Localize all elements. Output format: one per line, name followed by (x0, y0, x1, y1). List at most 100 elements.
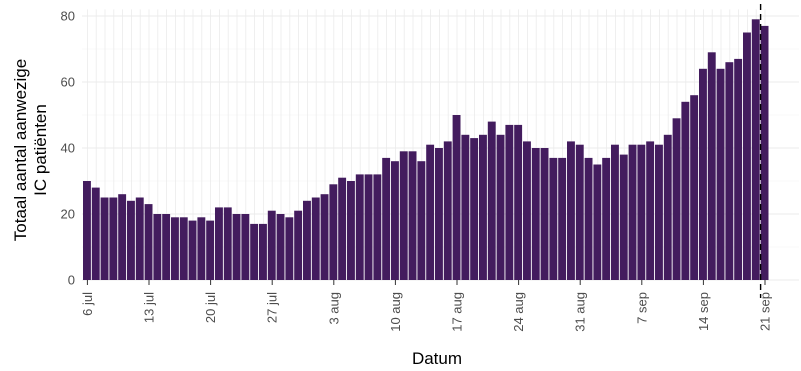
bar (602, 157, 611, 280)
bar (215, 207, 223, 280)
x-tick-label: 10 aug (388, 292, 403, 332)
bar (725, 62, 734, 281)
bar (584, 157, 593, 280)
bar (690, 95, 699, 280)
bar (250, 223, 259, 280)
bar (206, 220, 215, 280)
bar (743, 32, 751, 280)
x-tick-label: 14 sep (696, 292, 711, 331)
bar (487, 121, 496, 280)
y-tick-label: 60 (61, 75, 75, 90)
bar (619, 154, 628, 280)
bar (663, 134, 672, 280)
bar (364, 174, 373, 280)
bar (373, 174, 382, 280)
x-tick-label: 31 aug (573, 292, 588, 332)
x-tick-label: 21 sep (758, 292, 773, 331)
bar (223, 207, 232, 280)
bar (716, 68, 725, 280)
bar (567, 141, 575, 280)
bar (179, 217, 188, 280)
bar (408, 151, 417, 280)
bar (452, 115, 461, 280)
bar (575, 144, 584, 280)
bar (100, 197, 109, 280)
bar (637, 144, 646, 280)
bar (426, 144, 435, 280)
x-axis-ticks: 6 jul 13 jul 20 jul 27 jul 3 aug 10 aug 17 aug… (80, 280, 773, 332)
bar (311, 197, 320, 280)
bar (391, 161, 399, 280)
x-tick-label: 13 jul (142, 292, 157, 323)
x-tick-label: 27 jul (265, 292, 280, 323)
bar (628, 144, 637, 280)
bar (267, 210, 276, 280)
x-tick-label: 20 jul (203, 292, 218, 323)
bar (320, 194, 329, 280)
bar (127, 200, 135, 280)
y-axis-ticks: 0 20 40 60 80 (61, 9, 75, 288)
x-tick-label: 3 aug (326, 292, 341, 325)
bar (109, 197, 118, 280)
bar (699, 68, 707, 280)
y-tick-label: 20 (61, 207, 75, 222)
bar (162, 214, 171, 280)
bar (751, 19, 760, 281)
bar (232, 214, 241, 280)
bar (523, 141, 531, 280)
bar (259, 223, 267, 280)
bar (91, 187, 100, 280)
bar (399, 151, 408, 280)
bar (83, 181, 91, 280)
bar (118, 194, 127, 280)
bar (760, 25, 769, 281)
bar (514, 124, 523, 281)
bar (382, 157, 391, 280)
bar (496, 134, 505, 280)
bar (355, 174, 364, 280)
bar (707, 52, 716, 280)
bar (734, 58, 743, 281)
x-axis-title: Datum (412, 349, 462, 368)
bar (655, 144, 663, 280)
y-tick-label: 40 (61, 141, 75, 156)
bar (681, 101, 690, 280)
bar (338, 177, 347, 280)
x-tick-label: 6 jul (80, 292, 95, 316)
x-tick-label: 7 sep (634, 292, 649, 324)
bar (531, 148, 540, 280)
bar (329, 184, 338, 280)
bar (646, 141, 655, 280)
bar (303, 200, 311, 280)
bar (153, 214, 162, 280)
bar (461, 134, 470, 280)
bar (347, 181, 355, 280)
y-tick-label: 0 (68, 273, 75, 288)
bar (443, 141, 452, 280)
x-tick-label: 17 aug (450, 292, 465, 332)
bar (135, 197, 144, 280)
bar (294, 210, 303, 280)
bar (672, 118, 681, 280)
bar (549, 157, 558, 280)
bar (470, 138, 479, 280)
bar (276, 214, 285, 280)
bar (171, 217, 179, 280)
bar (144, 204, 153, 280)
bar (197, 217, 206, 280)
y-axis-title: Totaal aantal aanwezige IC patiënten (11, 59, 50, 241)
bars (83, 19, 769, 281)
y-tick-label: 80 (61, 9, 75, 24)
bar (417, 161, 426, 280)
bar (540, 148, 549, 280)
bar (505, 124, 514, 281)
y-axis-title-line-1: Totaal aantal aanwezige (11, 59, 30, 241)
bar (435, 148, 443, 280)
bar (593, 164, 602, 280)
bar (188, 220, 197, 280)
bar (611, 144, 619, 280)
bar (285, 217, 294, 280)
bar (558, 157, 567, 280)
y-axis-title-line-2: IC patiënten (31, 104, 50, 196)
